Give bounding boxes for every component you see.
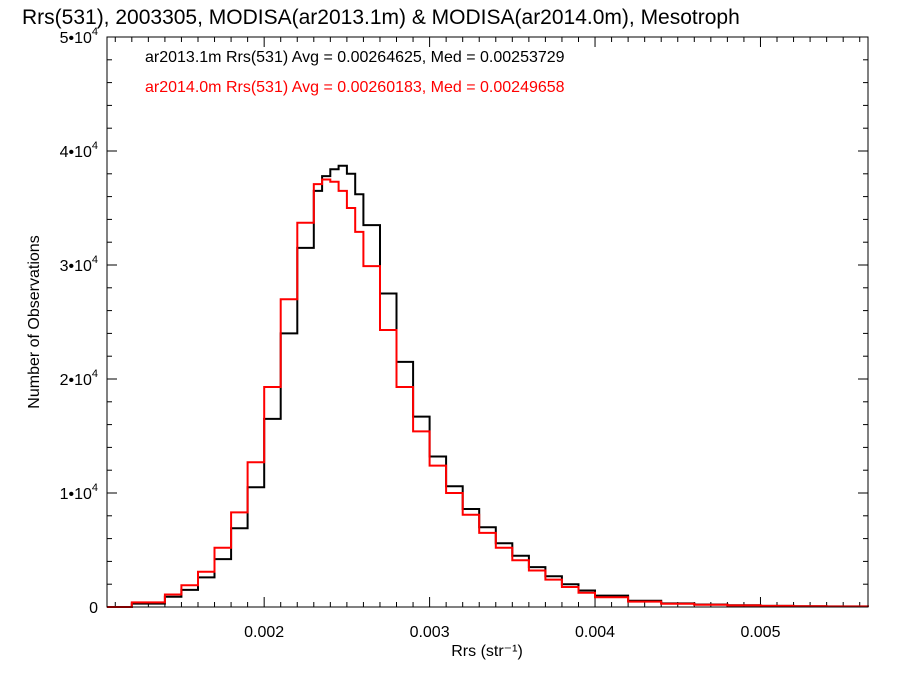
x-axis-ticks: 0.002 0.003 0.004 0.005 bbox=[114, 37, 861, 641]
x-axis-label: Rrs (str⁻¹) bbox=[451, 643, 523, 660]
x-tick-label: 0.005 bbox=[740, 624, 780, 641]
y-tick-label: 1•104 bbox=[60, 482, 98, 503]
y-tick-label: 2•104 bbox=[60, 368, 98, 389]
y-axis-label: Number of Observations bbox=[26, 235, 43, 408]
annotation-ar2013: ar2013.1m Rrs(531) Avg = 0.00264625, Med… bbox=[145, 49, 565, 66]
x-tick-label: 0.004 bbox=[575, 624, 615, 641]
plot-frame bbox=[106, 36, 869, 608]
y-tick-label: 5•104 bbox=[60, 26, 98, 47]
series-group bbox=[107, 164, 869, 608]
y-tick-label: 4•104 bbox=[60, 140, 98, 161]
y-tick-label: 3•104 bbox=[60, 254, 98, 275]
x-tick-label: 0.002 bbox=[244, 624, 284, 641]
x-tick-label: 0.003 bbox=[410, 624, 450, 641]
series-1-histogram bbox=[107, 178, 869, 608]
annotation-ar2014: ar2014.0m Rrs(531) Avg = 0.00260183, Med… bbox=[145, 79, 565, 96]
y-axis-ticks: 0 1•104 2•104 3•104 4•104 5•104 bbox=[60, 26, 868, 617]
chart-title: Rrs(531), 2003305, MODISA(ar2013.1m) & M… bbox=[22, 6, 740, 29]
series-0-histogram bbox=[107, 164, 869, 608]
y-tick-label: 0 bbox=[89, 600, 98, 617]
